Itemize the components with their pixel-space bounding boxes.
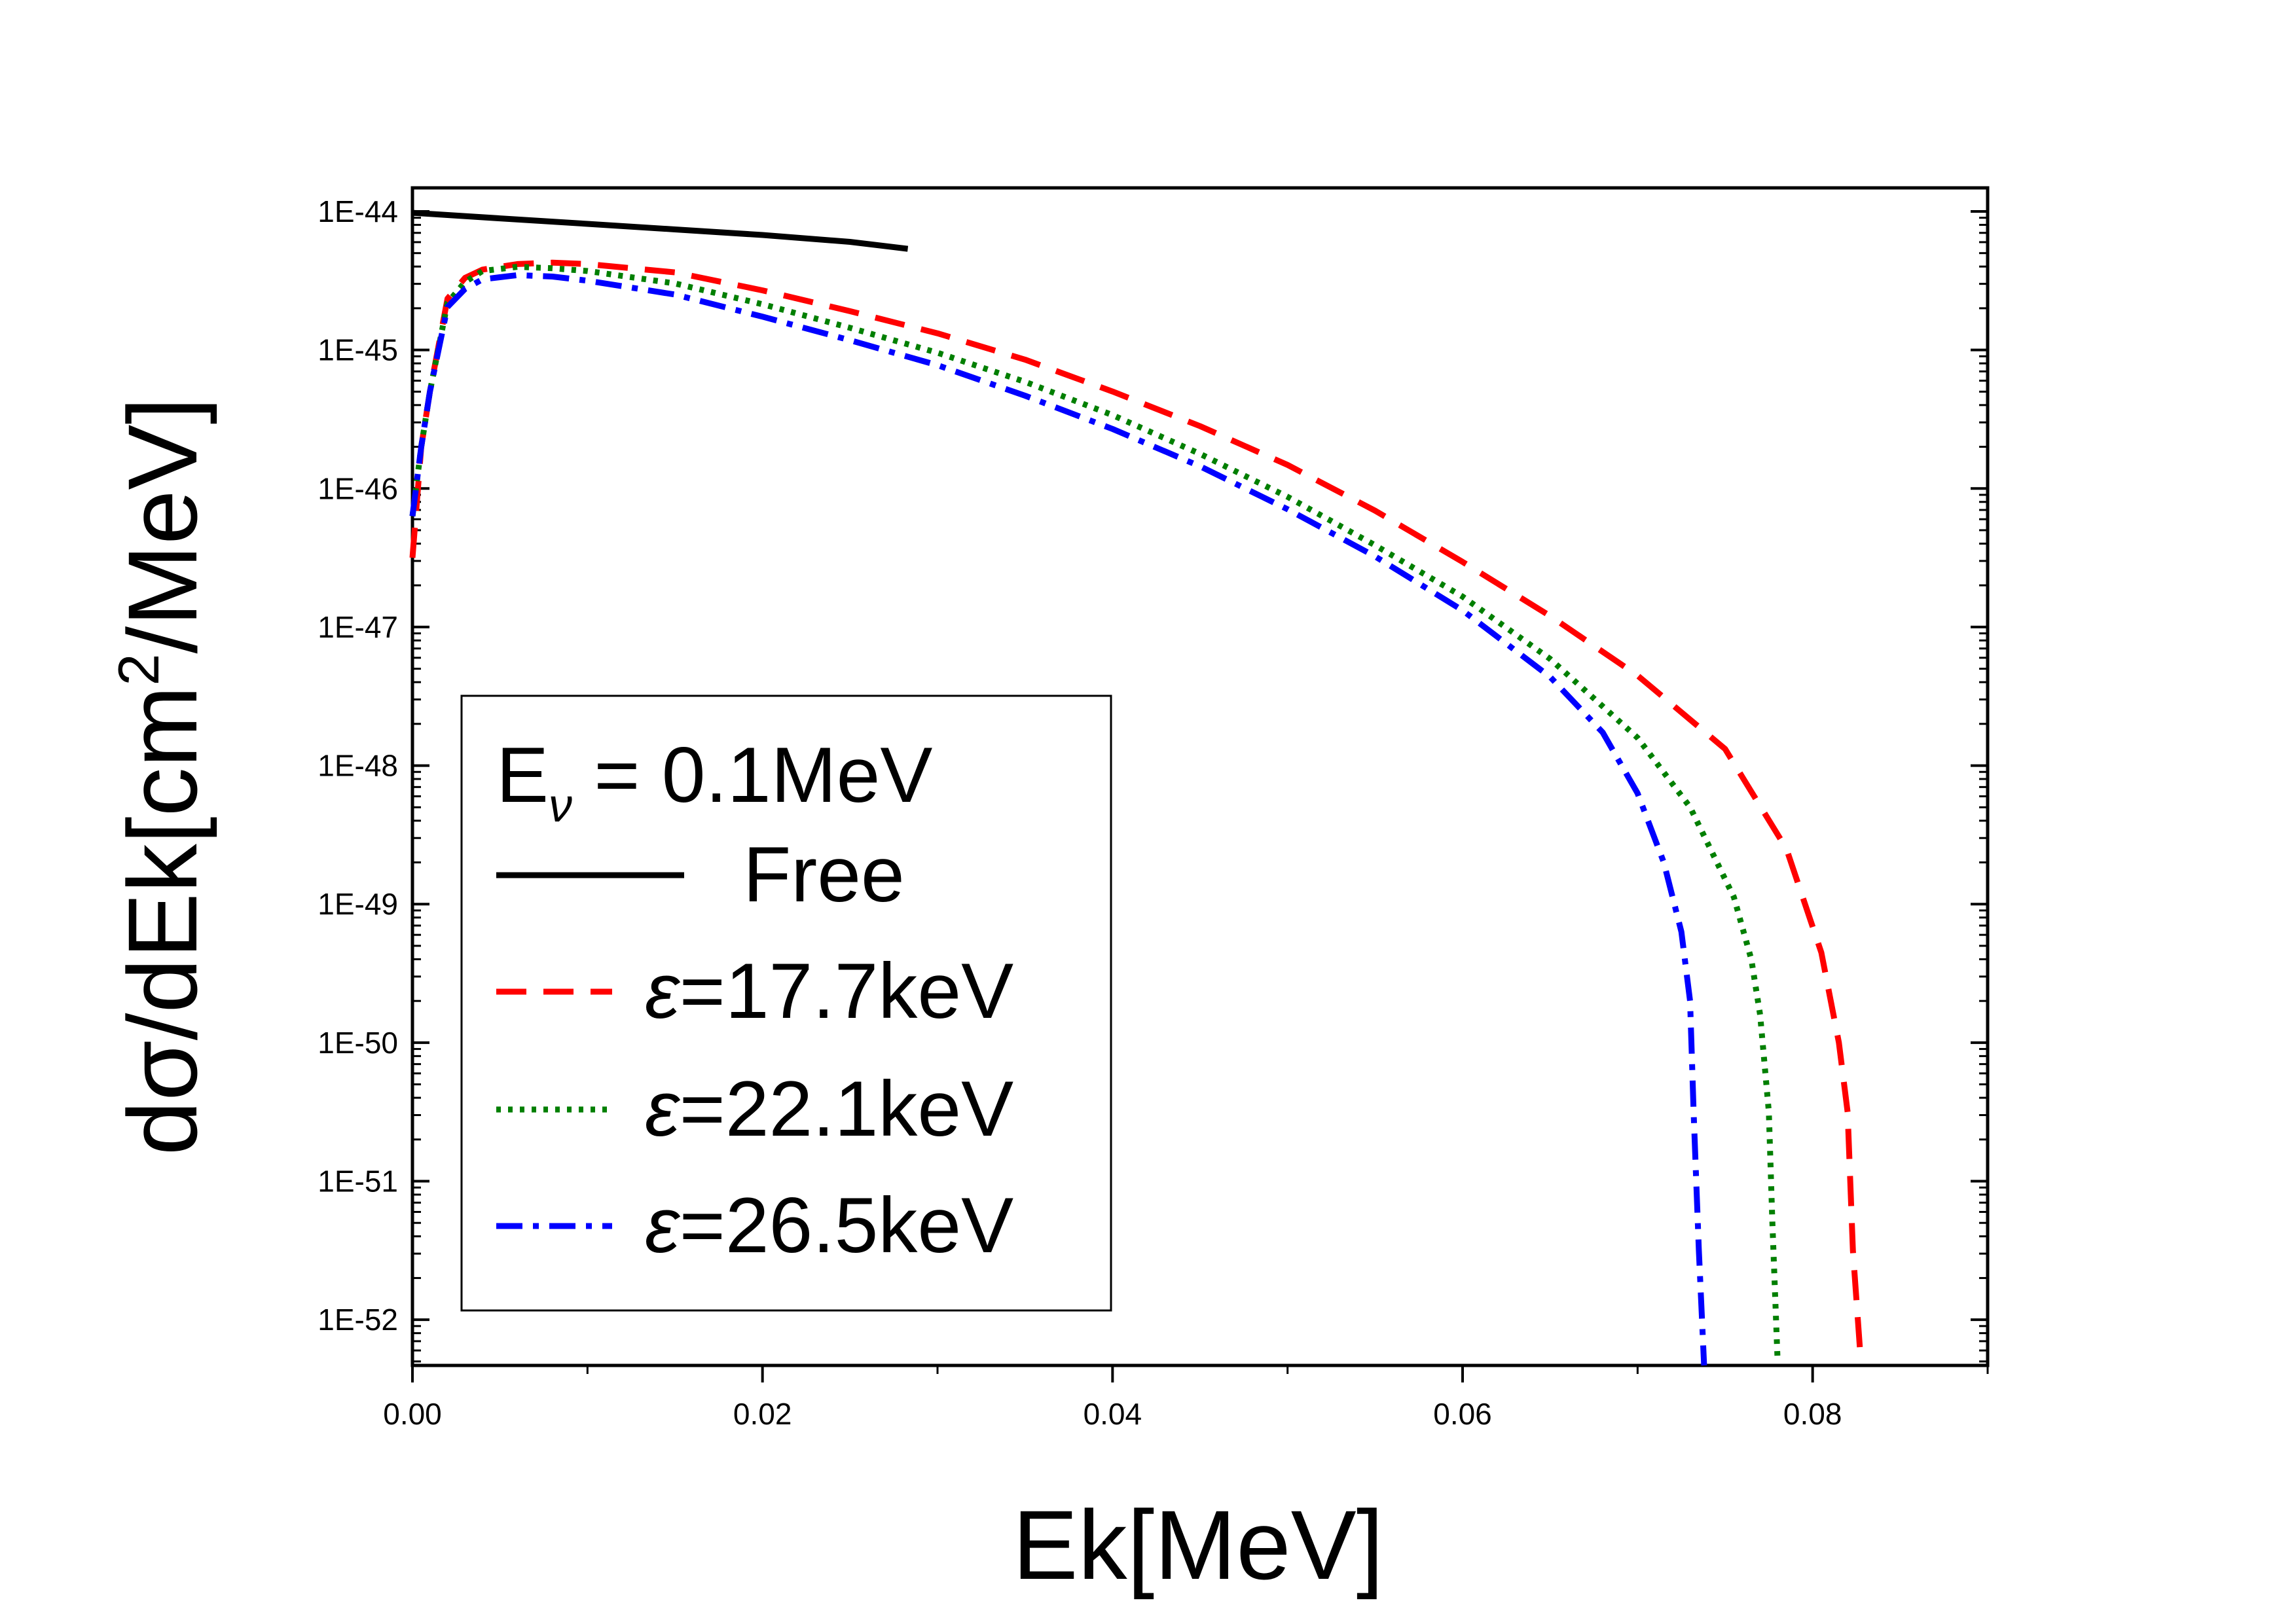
- y-axis-title-superscript: 2: [106, 654, 171, 686]
- legend-title-subscript: ν: [549, 780, 572, 832]
- y-tick-label: 1E-48: [318, 749, 398, 783]
- y-tick-label: 1E-47: [318, 610, 398, 644]
- legend-label-4: ε=26.5keV: [645, 1182, 1013, 1269]
- y-tick-label: 1E-49: [318, 887, 398, 921]
- x-tick-label: 0.06: [1433, 1397, 1492, 1431]
- legend-label-text: =26.5keV: [680, 1182, 1013, 1269]
- y-axis-title: dσ/dEk[cm2/MeV]: [106, 397, 217, 1156]
- legend-label-text: =17.7keV: [680, 947, 1013, 1035]
- y-tick-label: 1E-46: [318, 471, 398, 505]
- legend-epsilon-symbol: ε: [645, 1065, 681, 1153]
- x-tick-label: 0.00: [383, 1397, 442, 1431]
- series-lines: [409, 209, 1863, 1366]
- legend-label-text: Free: [743, 831, 905, 918]
- legend-epsilon-symbol: ε: [645, 947, 681, 1035]
- y-tick-label: 1E-44: [318, 194, 398, 228]
- legend-label-3: ε=22.1keV: [645, 1065, 1013, 1153]
- series-line-2: [409, 259, 1863, 1348]
- x-tick-label: 0.02: [733, 1397, 792, 1431]
- legend-title-main: E: [496, 731, 549, 819]
- y-axis-ticks: 1E-44 1E-45 1E-46 1E-47 1E-48 1E-49 1E-50 1E-51…: [318, 194, 1988, 1363]
- y-axis-title-main: dσ/dEk[cm: [107, 685, 217, 1155]
- x-axis-title: Ek[MeV]: [1013, 1490, 1384, 1600]
- series-line-4: [409, 272, 1707, 1366]
- x-tick-label: 0.04: [1084, 1397, 1142, 1431]
- y-tick-label: 1E-45: [318, 333, 398, 367]
- legend-label-2: ε=17.7keV: [645, 947, 1013, 1035]
- y-tick-label: 1E-51: [318, 1164, 398, 1199]
- legend-label-text: =22.1keV: [680, 1065, 1013, 1153]
- y-tick-label: 1E-52: [318, 1303, 398, 1337]
- legend-title-rest: = 0.1MeV: [572, 731, 932, 819]
- legend-label-1: Free: [743, 831, 905, 918]
- x-tick-label: 0.08: [1783, 1397, 1842, 1431]
- legend: Eν = 0.1MeV Freeε=17.7keVε=22.1keVε=26.5…: [460, 695, 1112, 1312]
- y-tick-label: 1E-50: [318, 1026, 398, 1060]
- x-axis-ticks: 0.00 0.02 0.04 0.06 0.08: [383, 1365, 1989, 1431]
- series-line-1: [412, 209, 909, 252]
- legend-epsilon-symbol: ε: [645, 1182, 681, 1269]
- legend-title: Eν = 0.1MeV: [496, 731, 932, 832]
- y-axis-title-rest: /MeV]: [107, 397, 217, 654]
- legend-box: [460, 695, 1112, 1312]
